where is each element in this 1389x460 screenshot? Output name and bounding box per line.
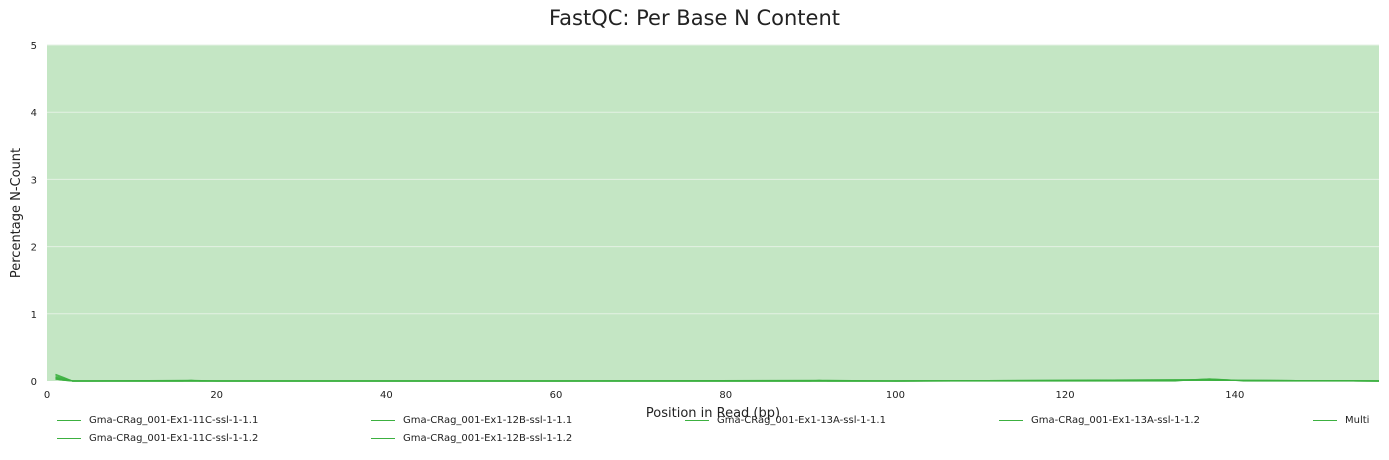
legend-swatch — [685, 420, 709, 421]
x-tick-label: 120 — [1056, 390, 1075, 401]
legend-swatch — [999, 420, 1023, 421]
legend-swatch — [371, 438, 395, 439]
legend-swatch — [371, 420, 395, 421]
legend-item[interactable]: Gma-CRag_001-Ex1-11C-ssl-1-1.1 — [57, 415, 258, 426]
y-tick-label: 3 — [31, 175, 37, 186]
y-tick-label: 2 — [31, 243, 37, 254]
legend-label: Gma-CRag_001-Ex1-12B-ssl-1-1.2 — [403, 433, 573, 444]
series-line-7[interactable] — [55, 378, 1380, 382]
x-tick-label: 0 — [44, 390, 50, 401]
legend-swatch — [57, 438, 81, 439]
legend-item[interactable]: Multi — [1313, 415, 1369, 426]
legend-label: Gma-CRag_001-Ex1-13A-ssl-1-1.1 — [717, 415, 886, 426]
x-tick-label: 80 — [719, 390, 732, 401]
legend-item[interactable]: Gma-CRag_001-Ex1-12B-ssl-1-1.2 — [371, 433, 572, 444]
x-tick-label: 60 — [550, 390, 563, 401]
legend-swatch — [57, 420, 81, 421]
x-tick-label: 40 — [380, 390, 393, 401]
legend-swatch — [1313, 420, 1337, 421]
legend-item[interactable]: Gma-CRag_001-Ex1-13A-ssl-1-1.2 — [999, 415, 1200, 426]
y-axis-ticks: 0 1 2 3 4 5 — [31, 41, 37, 388]
legend-label: Gma-CRag_001-Ex1-13A-ssl-1-1.2 — [1031, 415, 1200, 426]
background-band — [47, 45, 1379, 381]
legend-item[interactable]: Gma-CRag_001-Ex1-11C-ssl-1-1.2 — [57, 433, 258, 444]
legend-label: Gma-CRag_001-Ex1-11C-ssl-1-1.2 — [89, 433, 259, 444]
legend-label: Gma-CRag_001-Ex1-11C-ssl-1-1.1 — [89, 415, 259, 426]
x-axis-label: Position in Read (bp) — [646, 406, 780, 421]
legend-item[interactable]: Gma-CRag_001-Ex1-13A-ssl-1-1.1 — [685, 415, 886, 426]
legend-label: Multi — [1345, 415, 1370, 426]
chart-title: FastQC: Per Base N Content — [549, 6, 840, 30]
y-axis-label: Percentage N-Count — [9, 148, 24, 278]
y-tick-label: 5 — [31, 41, 37, 52]
x-tick-label: 20 — [210, 390, 223, 401]
x-tick-label: 100 — [886, 390, 905, 401]
legend-label: Gma-CRag_001-Ex1-12B-ssl-1-1.1 — [403, 415, 573, 426]
legend-item[interactable]: Gma-CRag_001-Ex1-12B-ssl-1-1.1 — [371, 415, 572, 426]
x-tick-label: 140 — [1225, 390, 1244, 401]
y-tick-label: 4 — [31, 108, 37, 119]
x-axis-ticks: 0 20 40 60 80 100 120 140 — [44, 390, 1245, 401]
grid-lines — [47, 44, 1379, 315]
y-tick-label: 0 — [31, 377, 37, 388]
series-lines — [55, 373, 1380, 382]
y-tick-label: 1 — [31, 310, 37, 321]
